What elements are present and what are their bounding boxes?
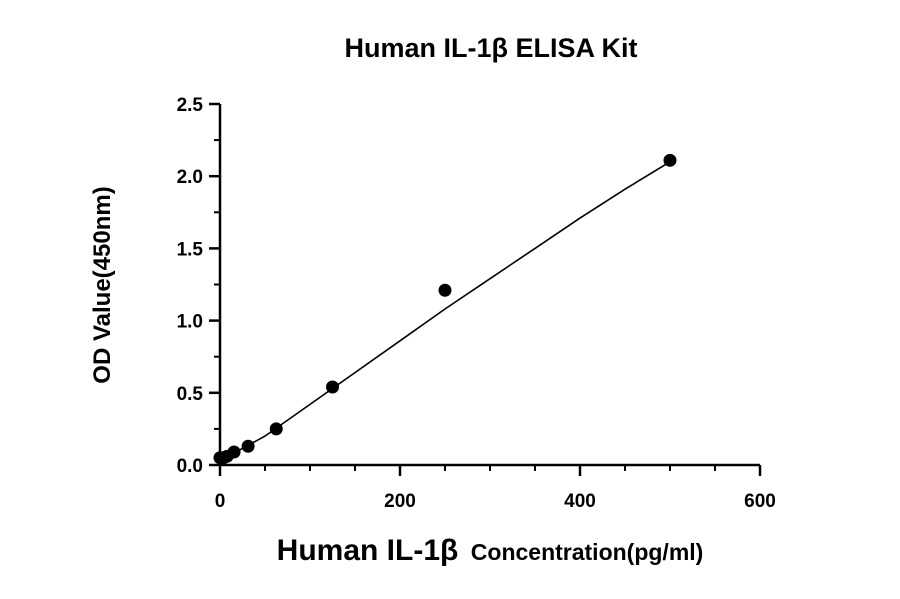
x-tick-label: 0: [215, 491, 226, 512]
y-tick-label: 1.0: [177, 312, 203, 333]
data-point: [438, 283, 452, 297]
data-points: [213, 153, 677, 465]
fit-curve-group: [219, 161, 671, 462]
y-tick-label: 0.0: [177, 456, 203, 477]
data-point: [326, 380, 339, 394]
chart-title: Human IL-1β ELISA Kit: [345, 33, 638, 63]
y-tick-label: 2.5: [177, 95, 204, 116]
x-tick-label: 200: [384, 491, 416, 512]
x-tick-label: 600: [744, 491, 776, 512]
data-point: [241, 439, 255, 453]
data-point: [269, 422, 283, 436]
x-axis-label-sub: Concentration(pg/ml): [471, 539, 704, 565]
y-tick-label: 0.5: [177, 384, 204, 405]
x-axis-label: Human IL-1β Concentration(pg/ml): [277, 534, 704, 567]
ticks: 0 200 400 600 0.0 0.5 1.0 1.5 2.0 2.5: [177, 95, 776, 512]
y-tick-label: 2.0: [177, 167, 203, 188]
y-tick-label: 1.5: [177, 239, 204, 260]
fit-curve: [219, 161, 671, 462]
y-axis-label: OD Value(450nm): [89, 186, 116, 383]
data-point: [227, 445, 241, 459]
x-axis-label-main: Human IL-1β: [277, 534, 459, 567]
x-tick-label: 400: [564, 491, 596, 512]
data-point: [663, 153, 677, 167]
